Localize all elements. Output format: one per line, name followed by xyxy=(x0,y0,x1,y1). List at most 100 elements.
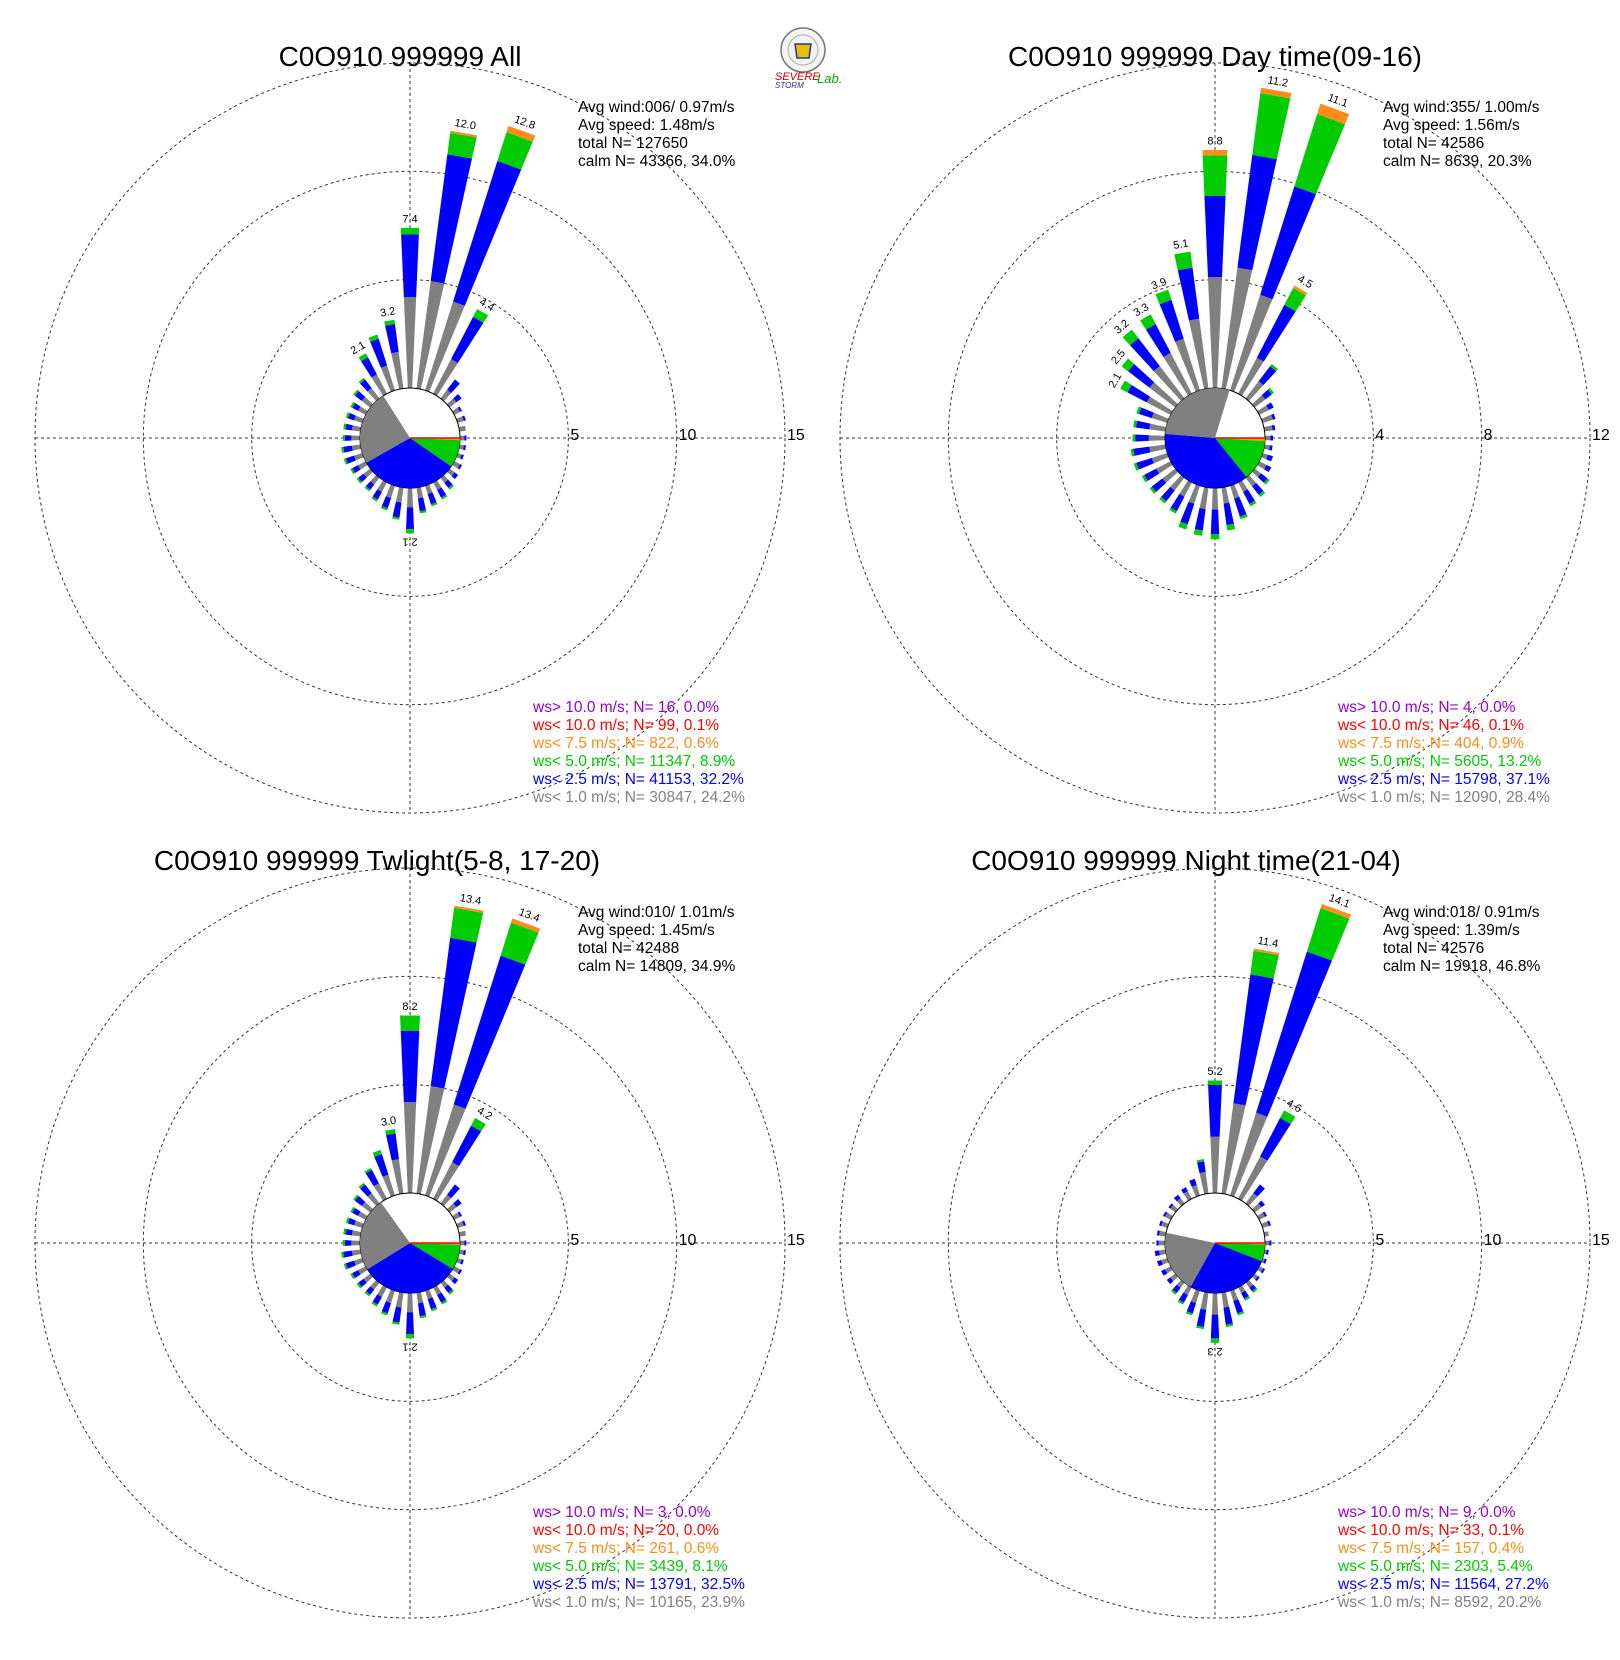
bar-segment xyxy=(1129,338,1160,372)
bar-segment xyxy=(1121,358,1135,372)
legend-entry: ws< 1.0 m/s; N= 30847, 24.2% xyxy=(532,789,745,806)
bar-segment xyxy=(1176,1198,1185,1207)
bar-segment xyxy=(1200,1291,1209,1310)
bar-segment xyxy=(1263,425,1273,432)
calm-pie-slice xyxy=(359,1202,410,1270)
bar-segment xyxy=(1260,87,1292,99)
bar-segment xyxy=(392,501,402,518)
bar-segment xyxy=(430,154,472,284)
direction-bar xyxy=(1156,1258,1169,1267)
bar-total-label: 2.1 xyxy=(402,1341,417,1353)
bar-segment xyxy=(354,391,366,401)
direction-bar xyxy=(353,1194,374,1213)
direction-bar xyxy=(1263,424,1276,432)
bar-segment xyxy=(457,406,463,412)
bar-segment xyxy=(1250,950,1279,979)
bar-segment xyxy=(464,435,467,441)
bar-segment xyxy=(419,1315,427,1319)
bar-segment xyxy=(1257,1212,1266,1220)
direction-bar xyxy=(1238,1285,1251,1301)
bar-segment xyxy=(395,486,404,503)
bar-segment xyxy=(343,1263,348,1270)
bar-segment xyxy=(1257,473,1268,483)
direction-bar: 12.8 xyxy=(425,114,537,392)
bar-segment xyxy=(427,492,437,505)
bar-segment xyxy=(1234,496,1247,517)
bar-segment xyxy=(364,1167,372,1174)
direction-bar xyxy=(440,1279,455,1295)
direction-bar xyxy=(392,1291,404,1325)
direction-bar: 13.4 xyxy=(416,892,484,1195)
bar-segment xyxy=(433,1162,459,1201)
direction-bar xyxy=(1193,486,1209,536)
windrose-panel: C0O910 999999 Day time(09-16) 4 8 12 8.8 11.2… xyxy=(839,41,1610,814)
bar-segment xyxy=(464,1240,467,1246)
ring-label: 5 xyxy=(1375,1232,1384,1249)
bar-segment xyxy=(1255,1276,1260,1282)
bar-segment xyxy=(341,1251,345,1259)
bar-segment xyxy=(1249,500,1257,507)
bar-segment xyxy=(1257,405,1269,415)
bar-segment xyxy=(1208,1084,1222,1137)
logo-text-top: SEVERE xyxy=(775,71,820,83)
bar-segment xyxy=(1243,489,1255,504)
bar-segment xyxy=(365,481,375,490)
bar-total-label: 7.4 xyxy=(402,214,417,226)
bar-segment xyxy=(448,484,455,490)
bar-segment xyxy=(345,1228,353,1236)
bar-total-label: 3.2 xyxy=(379,305,396,319)
bar-segment xyxy=(347,1218,356,1226)
direction-bar xyxy=(1210,487,1220,540)
bar-segment xyxy=(1207,277,1223,389)
bar-segment xyxy=(452,1266,461,1274)
direction-bar xyxy=(1154,1249,1167,1257)
bar-segment xyxy=(425,1104,466,1197)
bar-segment xyxy=(1230,484,1240,499)
legend-entry: ws< 5.0 m/s; N= 11347, 8.9% xyxy=(532,753,735,770)
bar-segment xyxy=(1263,444,1270,450)
bar-segment xyxy=(1149,423,1167,432)
bar-segment xyxy=(1239,514,1248,520)
direction-bar xyxy=(1156,1240,1166,1246)
bar-segment xyxy=(446,1273,455,1282)
direction-bar xyxy=(1166,1273,1179,1285)
bar-segment xyxy=(457,464,463,470)
bar-segment xyxy=(1260,1117,1291,1161)
bar-segment xyxy=(361,1201,374,1213)
direction-bar: 11.4 xyxy=(1221,935,1280,1195)
direction-bar xyxy=(446,393,462,408)
ring-label: 10 xyxy=(679,1232,697,1249)
bar-segment xyxy=(417,1302,426,1317)
bar-segment xyxy=(343,423,347,430)
direction-bar xyxy=(1133,453,1169,471)
logo-text-bottom: STORM xyxy=(775,81,804,90)
bar-segment xyxy=(1178,1292,1188,1303)
direction-bar: 3.0 xyxy=(380,1115,404,1195)
bar-segment xyxy=(1168,1203,1174,1209)
bar-segment xyxy=(446,468,455,477)
bar-segment xyxy=(395,1291,404,1308)
bar-segment xyxy=(1202,155,1228,196)
bar-segment xyxy=(1210,1314,1220,1339)
legend-entry: ws< 2.5 m/s; N= 13791, 32.5% xyxy=(532,1576,745,1593)
bar-total-label: 5.1 xyxy=(1172,238,1189,252)
direction-bar xyxy=(452,461,463,470)
bar-total-label: 8.2 xyxy=(402,1001,417,1013)
ring-label: 10 xyxy=(679,427,697,444)
direction-bar xyxy=(1245,363,1279,402)
bar-segment xyxy=(1189,1178,1197,1187)
bar-segment xyxy=(1211,1292,1219,1315)
bar-segment xyxy=(462,415,466,422)
bar-segment xyxy=(427,1297,437,1310)
direction-bar xyxy=(356,1273,374,1289)
bar-segment xyxy=(458,1230,467,1237)
panel-title: C0O910 999999 Twlight(5-8, 17-20) xyxy=(154,845,600,876)
bar-segment xyxy=(1177,267,1200,321)
direction-bar xyxy=(1230,1289,1245,1316)
info-line: Avg speed: 1.39m/s xyxy=(1383,922,1520,939)
bar-segment xyxy=(363,468,374,478)
legend-entry: ws< 7.5 m/s; N= 157, 0.4% xyxy=(1337,1540,1524,1557)
bar-segment xyxy=(392,1321,400,1325)
bar-segment xyxy=(452,461,461,469)
bar-segment xyxy=(356,477,362,484)
